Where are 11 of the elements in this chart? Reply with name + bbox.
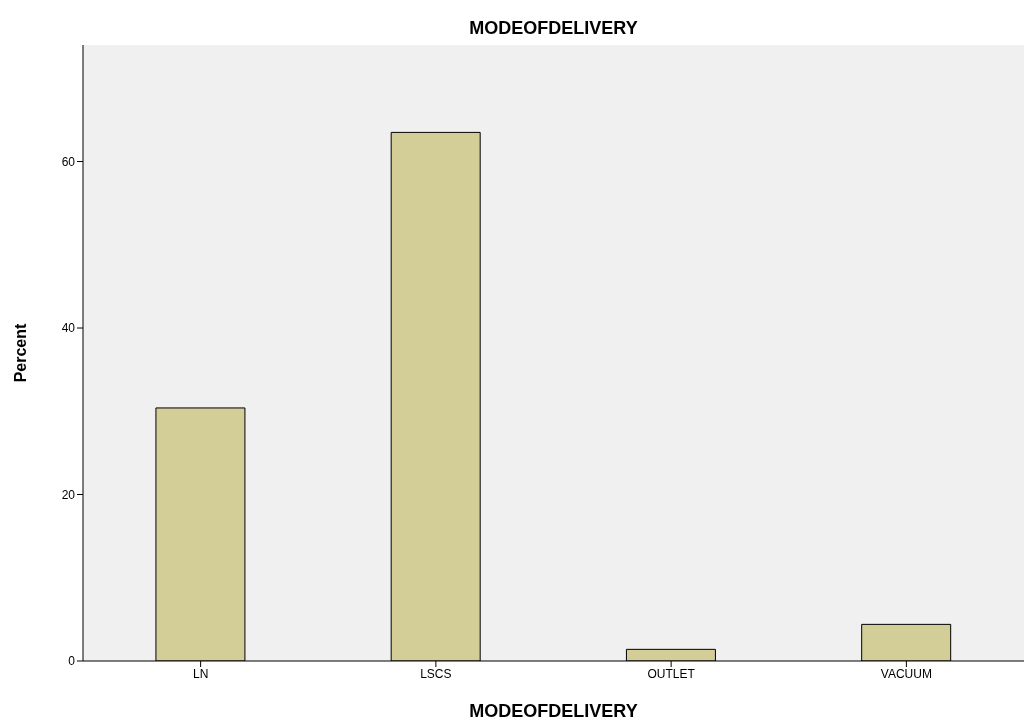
chart-title: MODEOFDELIVERY (468, 18, 639, 39)
x-tick-label: LSCS (420, 666, 452, 681)
x-tick-label: LN (192, 666, 209, 681)
y-axis-title: Percent (11, 322, 29, 383)
y-tick-label: 60 (61, 154, 76, 169)
y-tick-label: 0 (68, 654, 76, 669)
x-tick-label: OUTLET (647, 666, 696, 681)
x-axis-title: MODEOFDELIVERY (469, 701, 638, 721)
x-tick-label: VACUUM (880, 666, 932, 681)
y-tick-label: 20 (61, 487, 76, 502)
y-tick-label: 40 (61, 321, 76, 336)
